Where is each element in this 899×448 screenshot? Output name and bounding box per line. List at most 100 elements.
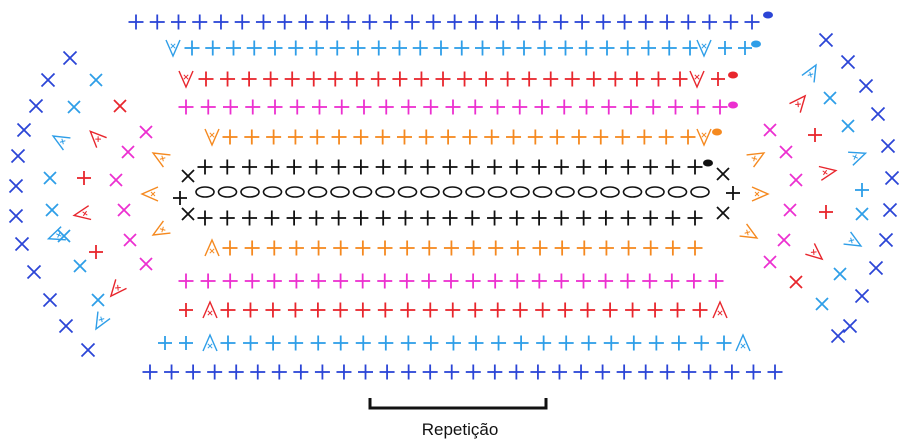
single-crochet-symbol (468, 335, 484, 351)
single-crochet-symbol (241, 71, 257, 87)
single-crochet-symbol (738, 41, 752, 55)
single-crochet-symbol (659, 364, 675, 380)
single-crochet-symbol (443, 273, 459, 289)
single-crochet-symbol (362, 14, 378, 30)
single-crochet-symbol (702, 14, 718, 30)
single-crochet-symbol (375, 159, 391, 175)
single-crochet-symbol (242, 210, 258, 226)
single-crochet-symbol (682, 40, 698, 56)
single-crochet-symbol (220, 335, 236, 351)
single-crochet-symbol (487, 159, 503, 175)
increase-symbol (818, 165, 838, 181)
slip-stitch-symbol (855, 207, 869, 221)
single-crochet-symbol (586, 71, 602, 87)
slip-stitch-symbol (882, 202, 898, 218)
slip-stitch-symbol (117, 203, 131, 217)
round-marker (728, 101, 738, 109)
chain-symbol (577, 186, 598, 198)
slip-stitch-symbol (109, 173, 123, 187)
single-crochet-symbol (220, 302, 236, 318)
single-crochet-symbol (467, 302, 483, 318)
slip-stitch-symbol (40, 72, 56, 88)
increase-symbol (72, 205, 92, 221)
single-crochet-symbol (263, 71, 279, 87)
slip-stitch-symbol (8, 208, 24, 224)
single-crochet-symbol (404, 14, 420, 30)
single-crochet-symbol (638, 364, 654, 380)
single-crochet-symbol (142, 364, 158, 380)
single-crochet-symbol (435, 71, 451, 87)
single-crochet-symbol (443, 240, 459, 256)
single-crochet-symbol (312, 99, 327, 115)
single-crochet-symbol (531, 273, 547, 289)
single-crochet-symbol (310, 302, 326, 318)
single-crochet-symbol (284, 71, 300, 87)
round-marker (712, 128, 722, 136)
chain-symbol (622, 186, 643, 198)
chain-symbol (487, 186, 508, 198)
single-crochet-symbol (440, 129, 456, 145)
single-crochet-symbol (457, 71, 473, 87)
slip-stitch-symbol (783, 203, 797, 217)
slip-stitch-symbol (841, 119, 855, 133)
single-crochet-symbol (617, 14, 633, 30)
single-crochet-symbol (377, 273, 393, 289)
single-crochet-symbol (680, 129, 696, 145)
single-crochet-symbol (242, 159, 258, 175)
single-crochet-symbol (468, 14, 484, 30)
single-crochet-symbol (509, 210, 525, 226)
single-crochet-symbol (712, 99, 728, 115)
slip-stitch-symbol (181, 169, 195, 183)
single-crochet-symbol (521, 71, 537, 87)
increase-symbol (140, 186, 159, 202)
single-crochet-symbol (422, 364, 438, 380)
single-crochet-symbol (287, 302, 303, 318)
increase-symbol (202, 300, 218, 319)
slip-stitch-symbol (789, 275, 803, 289)
single-crochet-symbol (207, 364, 223, 380)
single-crochet-symbol (855, 183, 869, 197)
single-crochet-symbol (553, 14, 569, 30)
single-crochet-symbol (264, 210, 280, 226)
single-crochet-symbol (420, 210, 436, 226)
single-crochet-symbol (641, 40, 656, 56)
single-crochet-symbol (445, 99, 461, 115)
chain-symbol (375, 186, 395, 198)
single-crochet-symbol (179, 336, 193, 350)
round-marker (703, 159, 713, 167)
single-crochet-symbol (534, 99, 550, 115)
single-crochet-symbol (219, 159, 235, 175)
single-crochet-symbol (625, 302, 641, 318)
single-crochet-symbol (726, 186, 740, 200)
single-crochet-symbol (558, 335, 574, 351)
single-crochet-symbol (267, 99, 283, 115)
single-crochet-symbol (716, 335, 732, 351)
decrease-symbol (696, 39, 712, 58)
single-crochet-symbol (615, 129, 631, 145)
single-crochet-symbol (277, 14, 293, 30)
single-crochet-symbol (454, 40, 470, 56)
slip-stitch-symbol (28, 98, 44, 114)
round-marker (751, 40, 761, 48)
single-crochet-symbol (466, 240, 482, 256)
slip-stitch-symbol (884, 170, 899, 186)
single-crochet-symbol (554, 240, 570, 256)
single-crochet-symbol (336, 364, 352, 380)
single-crochet-symbol (353, 210, 369, 226)
single-crochet-symbol (197, 210, 213, 226)
single-crochet-symbol (578, 40, 594, 56)
single-crochet-symbol (243, 335, 259, 351)
single-crochet-symbol (808, 128, 822, 142)
single-crochet-symbol (228, 364, 244, 380)
increase-symbol (805, 243, 824, 261)
round-marker (728, 71, 738, 79)
single-crochet-symbol (642, 210, 658, 226)
single-crochet-symbol (413, 71, 429, 87)
single-crochet-symbol (397, 210, 413, 226)
single-crochet-symbol (495, 40, 511, 56)
single-crochet-symbol (433, 40, 449, 56)
slip-stitch-symbol (26, 264, 42, 280)
single-crochet-symbol (658, 129, 674, 145)
single-crochet-symbol (708, 273, 724, 289)
chain-symbol (600, 186, 620, 198)
